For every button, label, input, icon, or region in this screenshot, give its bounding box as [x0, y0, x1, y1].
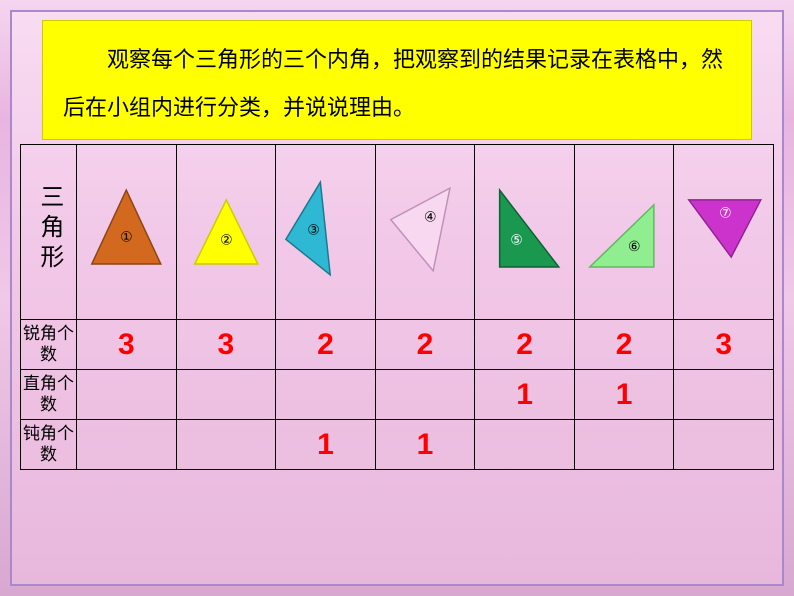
triangle-icon-2: ② — [177, 145, 276, 314]
triangle-cell-1: ① — [77, 145, 177, 320]
triangle-cell-5: ⑤ — [475, 145, 575, 320]
row-header-acute: 锐角个数 — [21, 320, 77, 370]
triangle-icon-1: ① — [77, 145, 176, 314]
triangle-table-container: 三角形 ① ② ③ ④ ⑤ ⑥ ⑦ 锐角个数 3 3 2 2 2 2 3 — [20, 144, 774, 470]
acute-count-6: 2 — [616, 328, 633, 361]
triangle-cell-6: ⑥ — [574, 145, 674, 320]
triangle-label-1: ① — [120, 229, 132, 244]
triangle-cell-3: ③ — [276, 145, 376, 320]
acute-count-2: 3 — [218, 328, 235, 361]
triangle-label-2: ② — [220, 232, 232, 247]
triangle-cell-4: ④ — [375, 145, 475, 320]
triangle-icon-6: ⑥ — [575, 145, 674, 314]
row-header-right: 直角个数 — [21, 370, 77, 420]
triangle-cell-2: ② — [176, 145, 276, 320]
triangle-icon-3: ③ — [276, 145, 375, 314]
instruction-text: 观察每个三角形的三个内角，把观察到的结果记录在表格中，然后在小组内进行分类，并说… — [42, 20, 752, 140]
triangle-icon-5: ⑤ — [475, 145, 574, 314]
right-count-5: 1 — [516, 378, 533, 411]
triangle-cell-7: ⑦ — [674, 145, 774, 320]
acute-count-7: 3 — [715, 328, 732, 361]
obtuse-count-3: 1 — [317, 428, 334, 461]
triangle-table: 三角形 ① ② ③ ④ ⑤ ⑥ ⑦ 锐角个数 3 3 2 2 2 2 3 — [20, 144, 774, 470]
triangle-icon-4: ④ — [376, 145, 475, 314]
slide-frame: 观察每个三角形的三个内角，把观察到的结果记录在表格中，然后在小组内进行分类，并说… — [10, 10, 784, 586]
acute-count-3: 2 — [317, 328, 334, 361]
triangle-label-7: ⑦ — [719, 206, 731, 221]
triangle-label-5: ⑤ — [510, 232, 522, 247]
acute-count-1: 3 — [118, 328, 135, 361]
right-count-row: 直角个数 1 1 — [21, 370, 774, 420]
triangle-label-4: ④ — [424, 210, 436, 225]
triangle-label-3: ③ — [307, 222, 319, 237]
obtuse-count-row: 钝角个数 1 1 — [21, 420, 774, 470]
row-header-triangles: 三角形 — [21, 145, 77, 320]
right-count-6: 1 — [616, 378, 633, 411]
acute-count-4: 2 — [417, 328, 434, 361]
triangle-shapes-row: 三角形 ① ② ③ ④ ⑤ ⑥ ⑦ — [21, 145, 774, 320]
triangle-icon-7: ⑦ — [674, 145, 773, 314]
obtuse-count-4: 1 — [417, 428, 434, 461]
acute-count-row: 锐角个数 3 3 2 2 2 2 3 — [21, 320, 774, 370]
acute-count-5: 2 — [516, 328, 533, 361]
row-header-obtuse: 钝角个数 — [21, 420, 77, 470]
triangle-label-6: ⑥ — [628, 239, 640, 254]
